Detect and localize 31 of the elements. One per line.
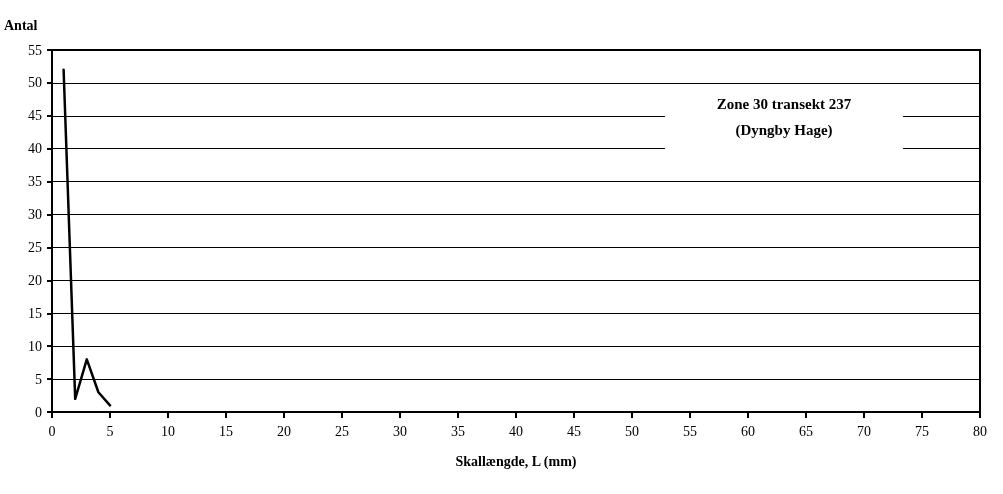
y-tick-label: 5 bbox=[35, 371, 42, 387]
x-tick-label: 70 bbox=[857, 423, 871, 439]
x-tick-label: 25 bbox=[335, 423, 349, 439]
y-tick-label: 25 bbox=[28, 239, 42, 255]
y-axis-title: Antal bbox=[4, 17, 38, 33]
y-tick-label: 45 bbox=[28, 108, 42, 124]
x-tick-label: 30 bbox=[393, 423, 407, 439]
x-tick-label: 20 bbox=[277, 423, 291, 439]
x-tick-label: 5 bbox=[106, 423, 114, 439]
x-tick-label: 80 bbox=[973, 423, 987, 439]
y-tick-label: 0 bbox=[35, 404, 42, 420]
x-tick-label: 55 bbox=[683, 423, 697, 439]
y-tick-label: 55 bbox=[28, 42, 42, 58]
y-tick-label: 30 bbox=[28, 207, 42, 223]
y-tick-label: 10 bbox=[28, 338, 42, 354]
x-tick-label: 0 bbox=[48, 423, 56, 439]
y-tick-label: 15 bbox=[28, 305, 42, 321]
x-tick-label: 65 bbox=[799, 423, 813, 439]
y-tick-label: 40 bbox=[28, 141, 42, 157]
x-tick-label: 75 bbox=[915, 423, 929, 439]
y-tick-label: 50 bbox=[28, 75, 42, 91]
x-tick-label: 60 bbox=[741, 423, 755, 439]
x-tick-label: 10 bbox=[161, 423, 175, 439]
x-tick-label: 15 bbox=[219, 423, 233, 439]
y-tick-label: 20 bbox=[28, 272, 42, 288]
x-axis-title: Skallængde, L (mm) bbox=[455, 453, 577, 470]
x-tick-label: 45 bbox=[567, 423, 581, 439]
x-tick-label: 40 bbox=[509, 423, 523, 439]
x-tick-label: 35 bbox=[451, 423, 465, 439]
x-tick-label: 50 bbox=[625, 423, 639, 439]
y-tick-label: 35 bbox=[28, 174, 42, 190]
